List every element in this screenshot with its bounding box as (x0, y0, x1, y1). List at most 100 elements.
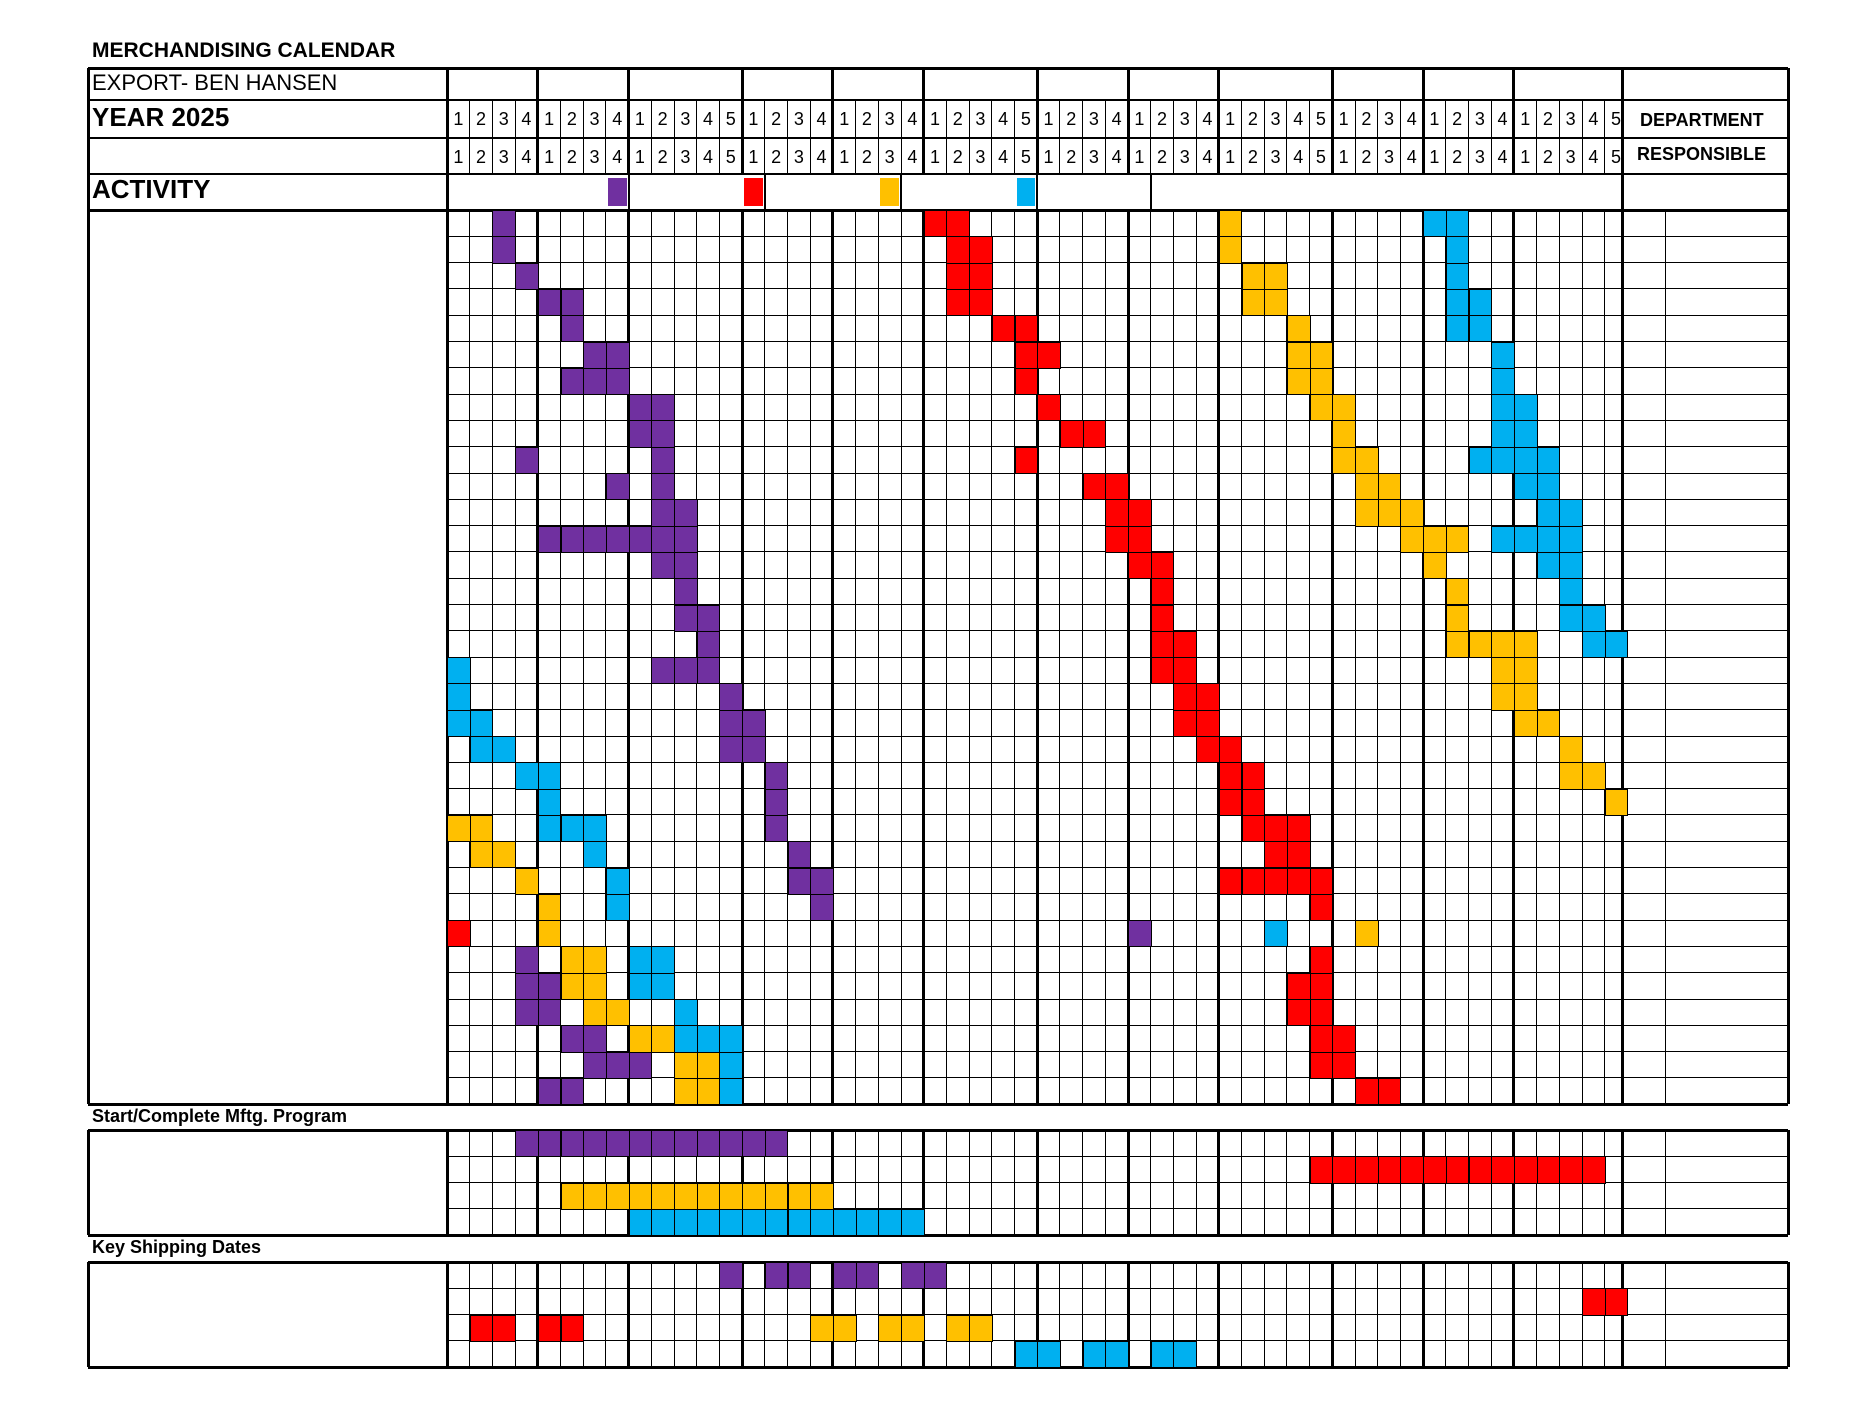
schedule-cell-fall (583, 999, 607, 1027)
week-divider (1512, 100, 1516, 174)
week-divider (1014, 100, 1015, 174)
section-bottom-border (88, 1102, 1788, 1106)
schedule-cell-fall (832, 1314, 857, 1342)
week-number: 4 (1588, 109, 1599, 129)
schedule-cell-summer (1309, 1025, 1334, 1053)
week-number: 2 (476, 109, 487, 129)
schedule-cell-summer (969, 236, 993, 264)
schedule-cell-summer (469, 1314, 494, 1342)
schedule-cell-resort (1491, 341, 1515, 369)
week-number: 2 (1066, 147, 1077, 167)
schedule-cell-spring (560, 1130, 585, 1158)
schedule-cell-summer (1014, 341, 1039, 369)
week-number: 1 (1225, 147, 1236, 167)
schedule-cell-summer (1059, 420, 1084, 448)
schedule-cell-resort (719, 1025, 744, 1053)
schedule-cell-resort (1582, 630, 1606, 659)
schedule-cell-fall (1468, 630, 1493, 659)
schedule-cell-spring (583, 1130, 607, 1158)
schedule-cell-spring (719, 1262, 744, 1290)
schedule-cell-spring (515, 946, 539, 974)
week-divider (1377, 100, 1379, 174)
schedule-cell-spring (605, 1051, 630, 1079)
week-number: 1 (1520, 109, 1531, 129)
schedule-cell-fall (1264, 262, 1288, 290)
table-right-border (1786, 210, 1790, 1105)
table-left-border (86, 1130, 90, 1236)
week-number: 1 (1225, 109, 1236, 129)
week-divider (1330, 100, 1334, 174)
schedule-cell-resort (651, 1208, 675, 1237)
week-number: 1 (930, 147, 941, 167)
schedule-cell-summer (1309, 972, 1334, 1000)
schedule-cell-fall (674, 1051, 698, 1079)
week-number: 1 (748, 147, 759, 167)
week-divider (1217, 100, 1221, 174)
week-divider (787, 100, 788, 174)
schedule-cell-spring (764, 1130, 789, 1158)
schedule-cell-summer (946, 210, 971, 238)
schedule-cell-spring (628, 1130, 653, 1158)
week-number: 3 (1474, 109, 1485, 129)
schedule-cell-resort (832, 1208, 857, 1237)
schedule-cell-resort (674, 999, 698, 1027)
schedule-cell-summer (1128, 499, 1152, 527)
schedule-cell-fall (1559, 762, 1583, 790)
schedule-cell-resort (605, 893, 630, 922)
schedule-cell-resort (1513, 446, 1538, 474)
schedule-cell-spring (696, 604, 721, 632)
schedule-cell-spring (719, 736, 744, 764)
schedule-cell-fall (696, 1051, 721, 1079)
schedule-cell-summer (1355, 1077, 1379, 1106)
schedule-cell-fall (583, 946, 607, 974)
schedule-cell-fall (742, 1182, 766, 1210)
schedule-cell-summer (1332, 1156, 1356, 1184)
week-number: 1 (453, 109, 464, 129)
schedule-cell-resort (1491, 446, 1515, 474)
row-divider (447, 1287, 1788, 1289)
schedule-cell-summer (1582, 1156, 1606, 1184)
schedule-cell-spring (719, 1130, 744, 1158)
schedule-cell-spring (651, 657, 675, 685)
schedule-cell-summer (1082, 420, 1107, 448)
week-divider (1421, 100, 1425, 174)
schedule-cell-fall (1286, 315, 1311, 343)
week-number: 1 (1429, 109, 1440, 129)
schedule-cell-fall (1491, 657, 1515, 685)
schedule-cell-spring (537, 972, 562, 1000)
schedule-cell-summer (1173, 709, 1198, 737)
week-number: 1 (1338, 109, 1349, 129)
week-number: 4 (521, 147, 532, 167)
schedule-cell-fall (1536, 709, 1561, 737)
week-divider (650, 100, 652, 174)
schedule-cell-summer (1196, 709, 1220, 737)
schedule-cell-resort (447, 709, 471, 737)
schedule-cell-fall (696, 1077, 721, 1106)
week-number: 4 (1111, 109, 1122, 129)
schedule-cell-resort (1468, 288, 1493, 317)
month-divider (1126, 68, 1130, 100)
schedule-cell-resort (469, 736, 494, 764)
schedule-cell-summer (537, 1314, 562, 1342)
week-number: 3 (1565, 109, 1576, 129)
row-divider (447, 788, 1788, 790)
schedule-cell-spring (764, 762, 789, 790)
row-divider (447, 814, 1788, 816)
week-divider (968, 100, 970, 174)
week-divider (809, 100, 811, 174)
schedule-cell-spring (560, 1025, 585, 1053)
schedule-cell-spring (674, 604, 698, 632)
schedule-cell-summer (1218, 736, 1243, 764)
row-divider (447, 972, 1788, 974)
week-number: 4 (612, 109, 623, 129)
row-divider (447, 419, 1788, 421)
row-divider (447, 314, 1788, 316)
schedule-cell-resort (651, 972, 675, 1000)
week-number: 2 (1542, 147, 1553, 167)
week-number: 2 (657, 147, 668, 167)
section-bottom-border (88, 1365, 1788, 1369)
schedule-cell-summer (1150, 551, 1175, 580)
schedule-cell-resort (1468, 446, 1493, 474)
week-number: 2 (1066, 109, 1077, 129)
schedule-cell-summer (1332, 1051, 1356, 1079)
